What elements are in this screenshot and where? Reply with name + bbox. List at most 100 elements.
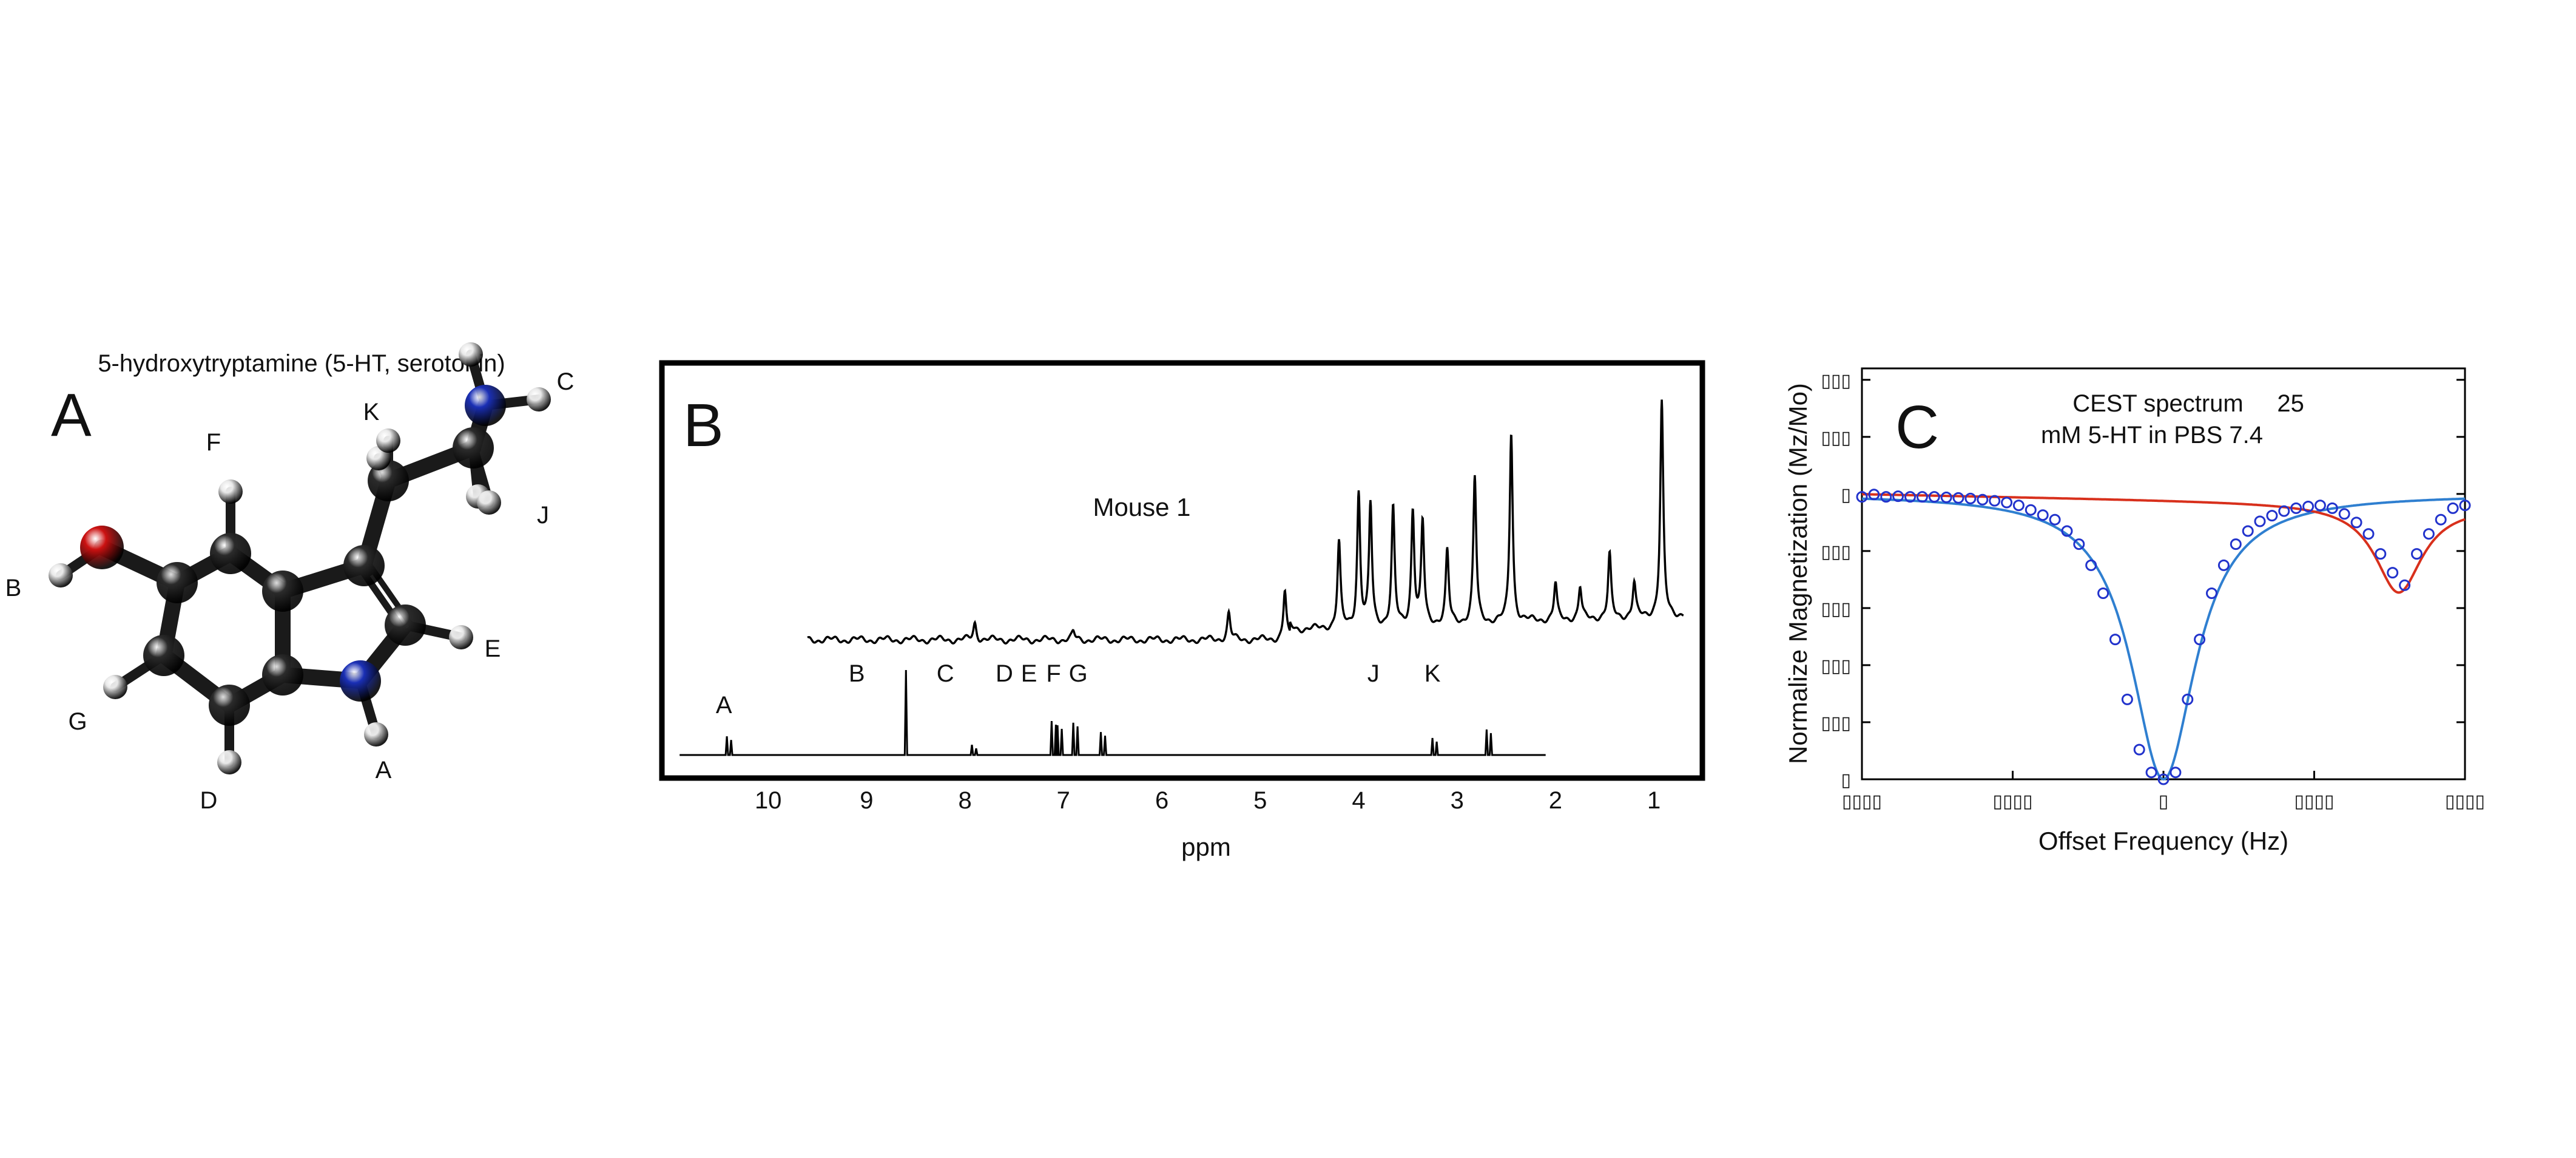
data-point — [2314, 499, 2326, 512]
atom-label-a: A — [376, 757, 392, 784]
data-point — [2435, 513, 2447, 526]
atom-h — [217, 750, 241, 774]
series-line-water-fit — [1862, 497, 2465, 781]
atom-label-d: D — [200, 787, 218, 814]
panel-b-frame — [659, 360, 1705, 781]
atom-c — [157, 562, 198, 603]
data-point — [2326, 502, 2338, 514]
panel-a-title: 5-hydroxytryptamine (5-HT, serotonin) — [98, 350, 505, 377]
panel-c-xlabel: Offset Frequency (Hz) — [2038, 827, 2288, 855]
data-point — [1904, 491, 1916, 503]
data-point — [2073, 538, 2085, 550]
data-point — [2254, 515, 2266, 527]
x-tick-label: ▯ — [2159, 791, 2169, 811]
cest-series — [1856, 489, 2471, 785]
data-point — [1856, 491, 1868, 503]
data-point — [2049, 513, 2061, 526]
atom-n — [340, 660, 381, 702]
atom-label-e: E — [485, 635, 501, 662]
data-point — [2242, 525, 2254, 537]
y-tick-label: ▯▯▯ — [1821, 656, 1851, 676]
peak-label-c: C — [937, 660, 954, 687]
data-point — [2206, 587, 2217, 599]
data-point — [1868, 489, 1880, 501]
series-line-CEST-fit — [1862, 493, 2466, 594]
data-point — [2338, 508, 2350, 520]
data-point — [2230, 538, 2242, 550]
data-point — [2302, 501, 2315, 512]
ppm-tick-label: 5 — [1253, 787, 1267, 814]
data-point — [1940, 492, 1952, 503]
data-point — [1952, 492, 1964, 504]
data-point — [2411, 548, 2423, 560]
atom-c — [343, 545, 385, 586]
data-point — [2423, 528, 2435, 540]
data-point — [2133, 743, 2145, 756]
panel-b-nmr-spectrum: B Mouse 1 A B C D E F G J K 10 9 8 7 6 5 4 3 2 1 ppm — [659, 360, 1705, 861]
atom-h — [477, 490, 501, 515]
data-point — [2278, 505, 2290, 517]
reference-spectrum-trace — [679, 669, 1546, 756]
ppm-tick-label: 6 — [1155, 787, 1168, 814]
data-point — [2217, 559, 2230, 571]
aromatic-ring-dashes — [185, 585, 274, 674]
data-point — [1916, 491, 1928, 503]
atom-h — [459, 342, 483, 367]
peak-labels: A B C D E F G J K — [716, 660, 1441, 719]
data-point — [2012, 499, 2025, 512]
data-point — [1880, 491, 1892, 503]
cest-axis-ticks: ▯▯▯▯ ▯▯▯▯ ▯ ▯▯▯▯ ▯▯▯▯▯▯▯▯▯▯▯▯▯▯▯▯▯▯▯▯▯▯▯▯ — [1821, 371, 2485, 811]
data-point — [1928, 491, 1940, 503]
data-point — [2157, 773, 2170, 785]
data-point — [2375, 548, 2387, 560]
serotonin-ball-stick-model — [49, 342, 551, 774]
peak-label-f: F — [1046, 660, 1060, 687]
data-point — [2109, 634, 2121, 646]
atom-h — [218, 479, 243, 504]
data-point — [2362, 528, 2375, 540]
atom-o — [80, 526, 124, 569]
ppm-tick-label: 3 — [1451, 787, 1464, 814]
y-tick-label: ▯ — [1841, 485, 1851, 505]
data-point — [1977, 493, 1989, 506]
panel-a-letter: A — [51, 381, 92, 449]
atom-label-j: J — [537, 502, 549, 529]
data-point — [2037, 509, 2049, 521]
y-tick-label: ▯▯▯ — [1821, 428, 1851, 448]
atom-c — [262, 654, 303, 696]
data-point — [2387, 567, 2399, 579]
peak-label-j: J — [1367, 660, 1380, 687]
data-point — [2266, 510, 2278, 522]
atom-h — [49, 563, 73, 587]
data-point — [2097, 587, 2109, 599]
peak-label-d: D — [996, 660, 1013, 687]
atom-h — [364, 722, 388, 747]
atom-c — [209, 685, 250, 726]
spectra-traces — [679, 399, 1684, 756]
y-tick-label: ▯▯▯ — [1821, 371, 1851, 391]
atom-c — [368, 460, 409, 501]
data-point — [2182, 693, 2194, 705]
ppm-tick-label: 9 — [860, 787, 873, 814]
peak-label-k: K — [1425, 660, 1441, 687]
peak-label-e: E — [1021, 660, 1037, 687]
panel-c-letter: C — [1895, 393, 1939, 461]
y-tick-label: ▯▯▯ — [1821, 542, 1851, 562]
data-point — [2194, 634, 2206, 646]
atom-n — [465, 385, 506, 426]
atom-label-b: B — [5, 575, 22, 601]
atom-label-g: G — [68, 708, 87, 735]
ppm-tick-label: 8 — [958, 787, 971, 814]
ppm-tick-label: 2 — [1549, 787, 1562, 814]
data-point — [2145, 767, 2157, 779]
data-point — [2170, 767, 2182, 779]
x-tick-label: ▯▯▯▯ — [2294, 791, 2334, 811]
ppm-axis-ticks: 10 9 8 7 6 5 4 3 2 1 — [755, 787, 1661, 814]
y-tick-label: ▯▯▯ — [1821, 599, 1851, 619]
atom-h — [103, 675, 127, 699]
panel-b-xlabel: ppm — [1181, 833, 1231, 861]
data-point — [2459, 499, 2471, 512]
atom-h — [449, 625, 473, 649]
data-point — [2350, 516, 2362, 529]
